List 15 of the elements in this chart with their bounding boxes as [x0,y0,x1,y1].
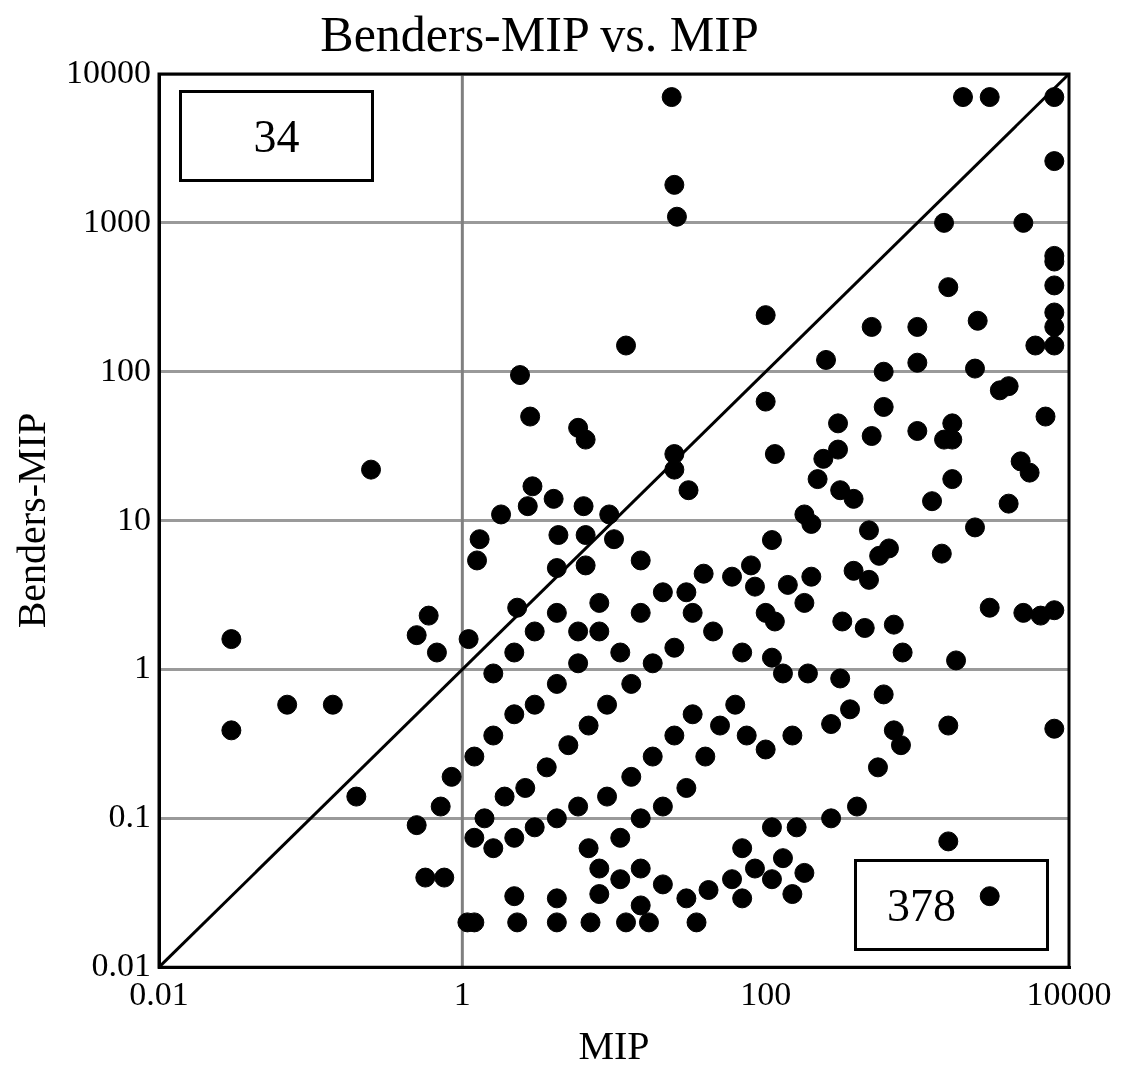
chart-title: Benders-MIP vs. MIP [320,6,759,63]
annotation: 378 [854,859,1049,952]
y-tick-label: 10000 [66,52,151,90]
y-tick-label: 1 [134,648,151,686]
y-tick-label: 100 [100,350,151,388]
x-tick-label: 1 [453,974,471,1012]
y-tick-label: 1000 [83,201,151,239]
x-axis-title: MIP [578,1022,650,1068]
annotation: 34 [179,90,374,182]
y-tick-label: 10 [117,499,151,537]
y-axis-title: Benders-MIP [8,412,54,629]
y-tick-label: 0.1 [108,797,151,835]
y-tick-label: 0.01 [91,946,151,984]
x-tick-label: 10000 [1026,974,1112,1012]
x-tick-label: 100 [740,974,792,1012]
